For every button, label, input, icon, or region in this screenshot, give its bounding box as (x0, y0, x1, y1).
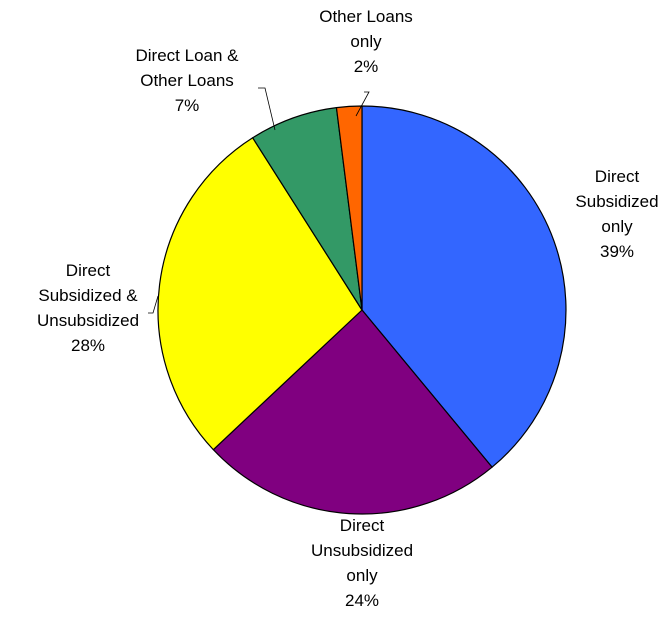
slice-label-line: only (350, 32, 382, 51)
slice-label-direct-unsubsidized-only: Direct Unsubsidized only 24% (311, 516, 413, 610)
pie-slices (157, 105, 567, 515)
slice-label-direct-loan-and-other-loans: Direct Loan & Other Loans 7% (136, 46, 240, 115)
slice-label-line: Unsubsidized (311, 541, 413, 560)
slice-label-line: only (346, 566, 378, 585)
slice-label-direct-subsidized-only: Direct Subsidized only 39% (575, 167, 658, 261)
slice-label-line: Direct (340, 516, 385, 535)
slice-labels: Direct Subsidized only 39% Direct Unsubsidize… (37, 7, 659, 610)
leader-line-direct-loan-and-other-loans (258, 87, 276, 131)
pie-slice-direct-unsubsidized-only (212, 309, 493, 515)
slice-percent-label: 7% (175, 96, 200, 115)
slice-percent-label: 39% (600, 242, 634, 261)
slice-percent-label: 28% (71, 336, 105, 355)
slice-percent-label: 2% (354, 57, 379, 76)
leader-line-direct-subsidized-and-unsubsidized (148, 295, 159, 314)
slice-label-line: Other Loans (319, 7, 413, 26)
slice-label-line: Subsidized (575, 192, 658, 211)
pie-slice-direct-subsidized-and-unsubsidized (157, 137, 363, 451)
leader-lines (148, 87, 370, 314)
slice-label-other-loans-only: Other Loans only 2% (319, 7, 413, 76)
pie-slice-direct-subsidized-only (361, 105, 567, 468)
slice-label-line: Direct (66, 261, 111, 280)
slice-label-line: Subsidized & (38, 286, 138, 305)
slice-label-line: Unsubsidized (37, 311, 139, 330)
slice-label-line: Direct (595, 167, 640, 186)
pie-slice-other-loans-only (335, 105, 363, 311)
slice-label-line: only (601, 217, 633, 236)
slice-label-line: Other Loans (140, 71, 234, 90)
leader-line-other-loans-only (355, 91, 370, 117)
slice-label-line: Direct Loan & (136, 46, 240, 65)
slice-label-direct-subsidized-and-unsubsidized: Direct Subsidized & Unsubsidized 28% (37, 261, 139, 355)
slice-percent-label: 24% (345, 591, 379, 610)
